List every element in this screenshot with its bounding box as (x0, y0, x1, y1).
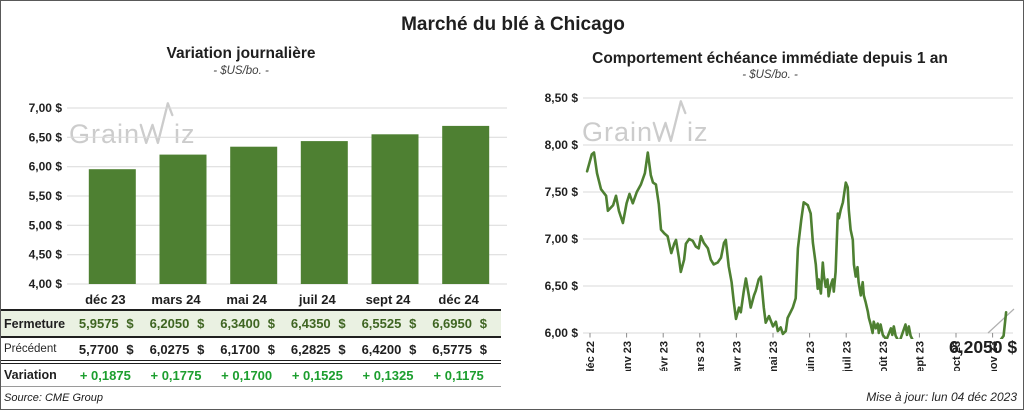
svg-text:4,00 $: 4,00 $ (29, 277, 63, 291)
last-price-annotation: 6,2050 $ (949, 337, 1018, 357)
fermeture-row: Fermeture 5,9575 $ 6,2050 $ 6,3400 $ 6,4350… (1, 311, 501, 338)
column-header-3: juil 24 (298, 291, 336, 307)
svg-text:5,00 $: 5,00 $ (29, 218, 63, 232)
svg-text:8,00 $: 8,00 $ (545, 138, 579, 152)
bar-chart: 7,00 $ 6,50 $ 6,00 $ 5,50 $ 5,00 $ 4,50 $ 4,00… (29, 101, 507, 291)
futures-table: déc 23 mars 24 mai 24 juil 24 sept 24 dé… (1, 289, 501, 408)
line-chart-title: Comportement échéance immédiate depuis 1… (592, 50, 948, 67)
svg-text:8,50 $: 8,50 $ (545, 91, 579, 105)
svg-text:4,50 $: 4,50 $ (29, 248, 63, 262)
svg-text:avr 23: avr 23 (732, 341, 744, 371)
svg-text:7,50 $: 7,50 $ (545, 185, 579, 199)
source-note: Source: CME Group (4, 391, 104, 404)
source-row: Source: CME Group (1, 387, 501, 408)
fermeture-value-5: 6,6950 $ (432, 316, 487, 331)
variation-row: Variation + 0,1875 + 0,1775 + 0,1700 + 0… (1, 364, 501, 387)
svg-text:7,00 $: 7,00 $ (29, 101, 63, 115)
update-note: Mise à jour: lun 04 déc 2023 (866, 390, 1017, 404)
column-header-0: déc 23 (85, 291, 126, 307)
precedent-value-0: 5,7700 $ (78, 341, 134, 357)
page-title: Marché du blé à Chicago (401, 14, 625, 35)
fermeture-value-4: 6,5525 $ (361, 316, 417, 331)
variation-value-2: + 0,1700 (221, 367, 273, 383)
precedent-value-4: 6,4200 $ (361, 341, 417, 357)
fermeture-value-3: 6,4350 $ (290, 316, 346, 331)
precedent-label: Précédent (4, 343, 57, 355)
table-header-row: déc 23 mars 24 mai 24 juil 24 sept 24 dé… (1, 289, 501, 311)
svg-text:6,00 $: 6,00 $ (29, 160, 63, 174)
variation-value-5: + 0,1175 (433, 367, 484, 383)
precedent-value-5: 6,5775 $ (432, 341, 487, 357)
variation-label: Variation (4, 368, 57, 382)
svg-text:6,50 $: 6,50 $ (29, 130, 63, 144)
precedent-value-2: 6,1700 $ (220, 341, 275, 357)
precedent-value-1: 6,0275 $ (149, 341, 205, 357)
svg-text:mai 23: mai 23 (768, 341, 780, 371)
line-chart: 8,50 $ 8,00 $ 7,50 $ 7,00 $ 6,50 $ 6,00 $ déc … (545, 91, 1015, 371)
column-header-2: mai 24 (226, 291, 267, 307)
svg-text:juil 23: juil 23 (841, 341, 853, 371)
svg-text:févr 23: févr 23 (658, 341, 670, 371)
line-chart-subtitle: - $US/bo. - (742, 69, 798, 81)
svg-text:oct 23: oct 23 (951, 341, 963, 371)
svg-text:déc 22: déc 22 (585, 341, 597, 371)
bar-chart-subtitle: - $US/bo. - (213, 65, 269, 77)
svg-text:6,50 $: 6,50 $ (545, 279, 579, 293)
fermeture-label: Fermeture (4, 316, 66, 331)
svg-text:7,00 $: 7,00 $ (545, 232, 579, 246)
variation-value-4: + 0,1325 (362, 367, 414, 383)
fermeture-value-1: 6,2050 $ (149, 316, 205, 331)
svg-text:5,50 $: 5,50 $ (29, 189, 63, 203)
column-header-1: mars 24 (151, 291, 201, 307)
bar-chart-title: Variation journalière (166, 45, 316, 62)
svg-text:6,00 $: 6,00 $ (545, 326, 579, 340)
svg-text:juin 23: juin 23 (805, 341, 817, 371)
fermeture-value-0: 5,9575 $ (78, 316, 134, 331)
precedent-value-3: 6,2825 $ (290, 341, 346, 357)
variation-value-3: + 0,1525 (291, 367, 343, 383)
precedent-row: Précédent 5,7700 $ 6,0275 $ 6,1700 $ 6,2825… (1, 338, 501, 364)
svg-text:mars 23: mars 23 (695, 341, 707, 371)
variation-value-1: + 0,1775 (150, 367, 202, 383)
fermeture-value-2: 6,3400 $ (220, 316, 275, 331)
svg-text:nov 23: nov 23 (988, 341, 1000, 371)
svg-text:sept 23: sept 23 (915, 341, 927, 371)
svg-text:août 23: août 23 (878, 341, 890, 371)
svg-text:janv 23: janv 23 (622, 341, 634, 371)
variation-value-0: + 0,1875 (79, 367, 131, 383)
column-header-5: déc 24 (438, 291, 479, 307)
column-header-4: sept 24 (365, 291, 411, 307)
